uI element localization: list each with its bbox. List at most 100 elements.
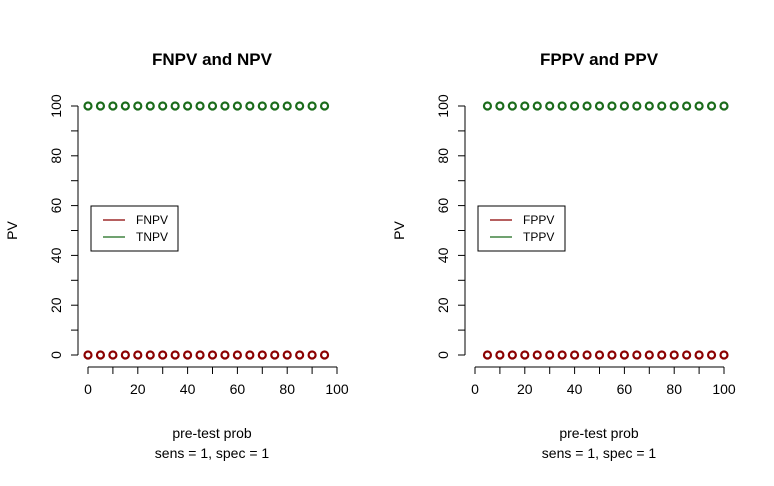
data-point	[195, 101, 205, 111]
y-tick-label: 100	[435, 94, 451, 118]
data-point	[95, 350, 106, 360]
data-point	[83, 101, 93, 111]
y-tick-label: 60	[435, 198, 451, 214]
data-point	[183, 350, 193, 360]
data-point	[657, 101, 667, 111]
data-point	[195, 350, 205, 360]
legend-label: FNPV	[136, 213, 168, 227]
x-tick-label: 20	[517, 381, 533, 397]
data-point	[232, 350, 242, 360]
data-point	[557, 350, 567, 360]
x-tick-label: 60	[617, 381, 633, 397]
data-point	[482, 350, 493, 360]
data-point	[706, 101, 717, 111]
data-point	[158, 101, 168, 111]
data-point	[220, 350, 230, 360]
data-point	[295, 101, 305, 111]
data-point	[270, 350, 280, 360]
x-tick-label: 80	[666, 381, 682, 397]
data-point	[669, 350, 679, 360]
data-point	[183, 101, 193, 111]
data-point	[607, 350, 617, 360]
y-tick-label: 100	[48, 94, 64, 118]
x-tick-label: 100	[325, 381, 349, 397]
data-point	[582, 101, 592, 111]
data-point	[569, 350, 580, 360]
data-point	[719, 101, 729, 111]
data-point	[245, 101, 255, 111]
data-point	[170, 101, 180, 111]
data-point	[120, 101, 130, 111]
data-point	[145, 101, 155, 111]
data-point	[545, 350, 555, 360]
data-point	[319, 101, 330, 111]
data-point	[520, 350, 530, 360]
data-point	[482, 101, 493, 111]
data-point	[607, 101, 617, 111]
data-point	[582, 350, 592, 360]
data-point	[520, 101, 530, 111]
data-point	[319, 350, 330, 360]
data-point	[307, 350, 317, 360]
legend-label: TPPV	[523, 230, 554, 244]
data-point	[220, 101, 230, 111]
data-point	[270, 101, 280, 111]
data-point	[545, 101, 555, 111]
x-axis-title: pre-test prob	[559, 425, 639, 441]
data-point	[207, 101, 218, 111]
data-point	[594, 350, 605, 360]
x-axis-title: pre-test prob	[172, 425, 252, 441]
x-tick-label: 80	[279, 381, 295, 397]
data-point	[569, 101, 580, 111]
chart-title: FNPV and NPV	[152, 50, 273, 69]
data-point	[644, 350, 654, 360]
data-point	[644, 101, 654, 111]
x-axis-subtitle: sens = 1, spec = 1	[155, 445, 270, 461]
legend-box	[477, 205, 566, 252]
chart-panel-1: FNPV and NPV 0 20 40 60 80 100 0 20 40 60 80 100 pre-…	[4, 50, 349, 461]
data-point	[170, 350, 180, 360]
y-tick-label: 80	[48, 148, 64, 164]
x-tick-label: 40	[567, 381, 583, 397]
data-point	[594, 101, 605, 111]
data-point	[532, 101, 542, 111]
data-point	[495, 101, 505, 111]
data-point	[282, 101, 292, 111]
data-point	[694, 350, 704, 360]
y-axis-title: PV	[391, 221, 407, 240]
data-point	[108, 101, 118, 111]
data-point	[682, 350, 692, 360]
x-tick-label: 0	[84, 381, 92, 397]
y-tick-label: 0	[435, 351, 451, 359]
data-point	[532, 350, 542, 360]
chart-title: FPPV and PPV	[540, 50, 659, 69]
data-point	[619, 350, 630, 360]
data-point	[95, 101, 106, 111]
x-tick-label: 40	[180, 381, 196, 397]
data-point	[257, 101, 267, 111]
y-tick-label: 40	[48, 247, 64, 263]
data-point	[295, 350, 305, 360]
data-point	[557, 101, 567, 111]
data-point	[207, 350, 218, 360]
y-tick-label: 0	[48, 351, 64, 359]
chart-panel-2: FPPV and PPV 0 20 40 60 80 100 0 20 40 60 80 100 pre-…	[391, 50, 736, 461]
data-point	[657, 350, 667, 360]
y-tick-label: 20	[435, 297, 451, 313]
data-point	[133, 350, 143, 360]
data-point	[232, 101, 242, 111]
data-point	[507, 350, 517, 360]
data-point	[282, 350, 292, 360]
y-tick-label: 60	[48, 198, 64, 214]
data-point	[307, 101, 317, 111]
data-point	[145, 350, 155, 360]
x-axis-subtitle: sens = 1, spec = 1	[542, 445, 657, 461]
data-point	[682, 101, 692, 111]
data-point	[158, 350, 168, 360]
data-point	[257, 350, 267, 360]
data-point	[719, 350, 729, 360]
data-point	[632, 101, 642, 111]
data-point	[706, 350, 717, 360]
